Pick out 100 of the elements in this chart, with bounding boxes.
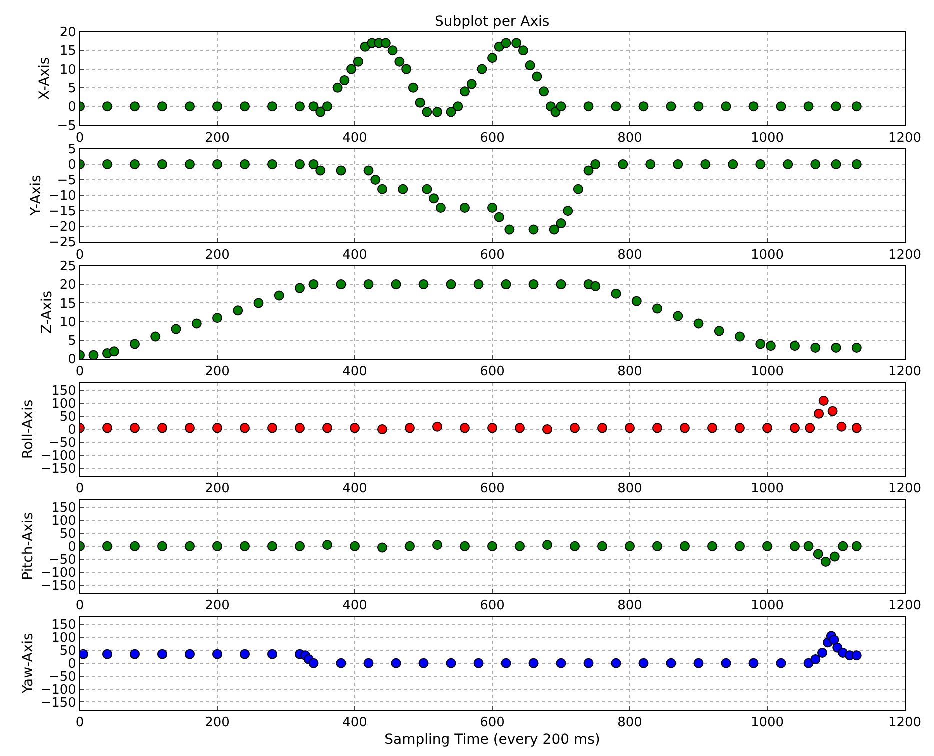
point: [380, 38, 391, 48]
point: [838, 541, 848, 552]
point: [88, 350, 99, 360]
point: [432, 107, 442, 118]
point: [748, 102, 759, 112]
point: [295, 283, 305, 294]
x-tick-label: 400: [342, 364, 368, 380]
y-tick-label: 150: [52, 501, 76, 516]
point: [268, 649, 278, 660]
point: [350, 423, 360, 434]
point: [790, 541, 800, 552]
point: [316, 166, 326, 176]
point: [418, 658, 429, 668]
point: [378, 542, 388, 553]
y-tick-label: −50: [48, 436, 76, 451]
point: [388, 46, 398, 56]
point: [415, 98, 426, 108]
x-tick-label: 1200: [888, 130, 922, 146]
x-tick-label: 400: [342, 482, 368, 497]
point: [556, 658, 566, 668]
point: [820, 556, 831, 567]
point: [268, 102, 278, 112]
point: [378, 424, 388, 434]
point: [460, 541, 470, 552]
point: [233, 306, 244, 316]
point: [852, 342, 862, 353]
point: [584, 166, 594, 176]
point: [353, 56, 364, 67]
point: [673, 311, 684, 322]
point: [700, 159, 711, 170]
y-tick-label: 50: [60, 644, 76, 659]
y-tick-label: −10: [48, 189, 76, 204]
point: [735, 541, 745, 552]
point: [563, 206, 574, 216]
point: [158, 159, 168, 170]
y-tick-label: 100: [52, 631, 76, 646]
x-tick-label: 1000: [750, 598, 784, 614]
point: [488, 202, 498, 213]
point: [364, 166, 374, 176]
y-tick-label: 100: [52, 397, 76, 412]
point: [436, 202, 446, 213]
point: [810, 159, 821, 170]
point: [611, 658, 622, 668]
point: [477, 64, 488, 74]
y-tick-label: −150: [40, 696, 76, 711]
y-tick-label: 20: [60, 278, 76, 294]
point: [762, 423, 772, 434]
point: [446, 107, 456, 118]
y-tick-label: 0: [68, 352, 76, 368]
x-tick-label: 800: [618, 482, 642, 497]
point: [831, 102, 842, 112]
point: [422, 184, 432, 194]
point: [756, 159, 766, 170]
point: [504, 224, 515, 235]
point: [370, 175, 381, 186]
point: [735, 332, 745, 342]
x-tick-label: 1000: [750, 130, 784, 146]
x-tick-label: 200: [205, 364, 230, 380]
point: [818, 648, 828, 658]
point: [336, 166, 346, 176]
point: [501, 658, 512, 668]
point: [268, 541, 278, 552]
point: [836, 422, 847, 432]
point: [295, 541, 305, 552]
point: [240, 159, 250, 170]
point: [308, 102, 319, 112]
point: [130, 649, 140, 660]
y-tick-label: 150: [52, 384, 76, 400]
x-tick-label: 200: [205, 248, 230, 263]
point: [212, 649, 222, 660]
point: [638, 102, 649, 112]
point: [598, 423, 608, 434]
y-axis-title: Pitch-Axis: [20, 512, 36, 580]
point: [714, 326, 724, 336]
point: [488, 541, 498, 552]
point: [322, 423, 332, 434]
point: [274, 290, 284, 301]
y-tick-label: 5: [68, 142, 76, 158]
chart-title: Subplot per Axis: [435, 14, 550, 30]
point: [346, 64, 357, 74]
x-tick-label: 200: [205, 130, 230, 146]
point: [322, 102, 332, 112]
point: [528, 658, 539, 668]
y-tick-label: −100: [40, 448, 76, 464]
y-tick-label: −25: [48, 236, 76, 251]
point: [474, 658, 484, 668]
point: [518, 46, 528, 56]
point: [212, 313, 222, 324]
point: [666, 102, 676, 112]
x-axis-title: Sampling Time (every 200 ms): [384, 732, 600, 748]
point: [818, 396, 829, 406]
x-tick-label: 1200: [888, 716, 922, 731]
point: [432, 540, 442, 550]
y-tick-label: −150: [40, 462, 76, 477]
point: [525, 60, 536, 71]
y-tick-label: 10: [60, 62, 76, 78]
y-axis-title: Y-Axis: [28, 175, 45, 217]
point: [340, 75, 350, 86]
point: [556, 280, 566, 290]
x-tick-label: 600: [480, 364, 505, 380]
